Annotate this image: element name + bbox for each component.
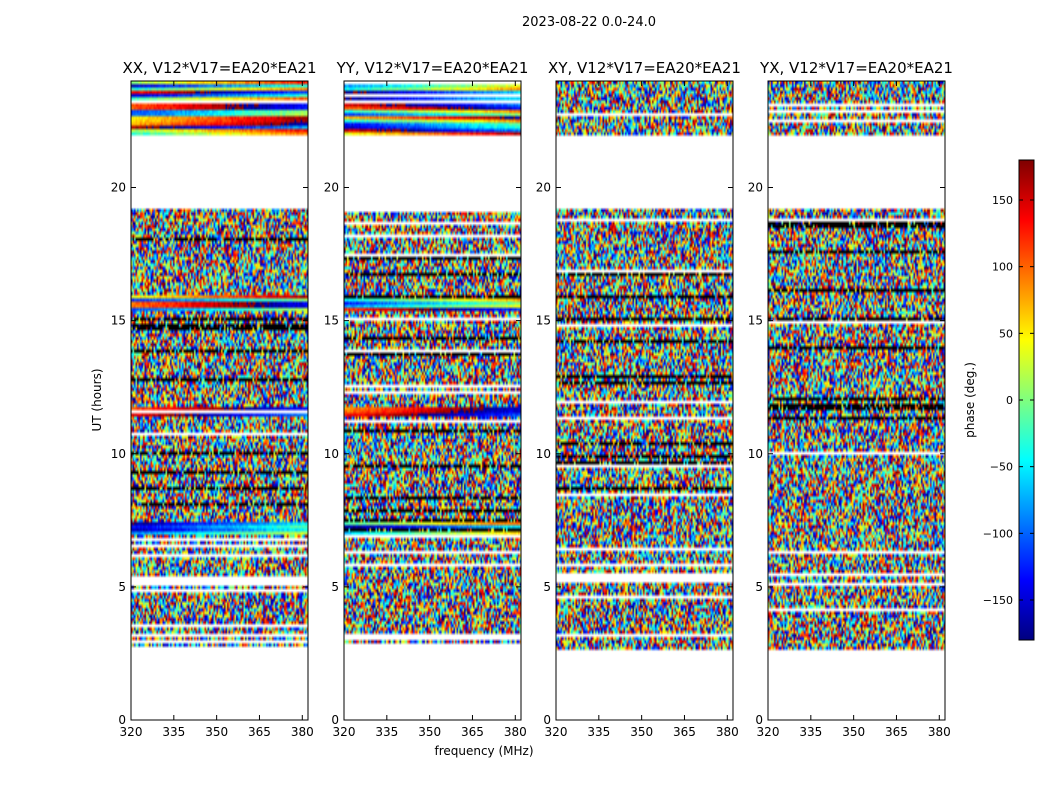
panel-title: YX, V12*V17=EA20*EA21 [759, 59, 953, 77]
y-tick-label: 20 [111, 181, 126, 195]
figure-suptitle: 2023-08-22 0.0-24.0 [522, 15, 656, 30]
colorbar-tick-label: −150 [983, 594, 1013, 607]
colorbar-tick-label: 0 [1006, 394, 1013, 407]
x-tick-label: 380 [928, 725, 951, 739]
panel-title: XX, V12*V17=EA20*EA21 [122, 59, 316, 77]
y-tick-label: 0 [755, 713, 763, 727]
panel-xx: XX, V12*V17=EA20*EA21 320 335 350 365 380 0 5 10… [111, 59, 317, 739]
phase-heatmap-yx [768, 81, 945, 720]
x-tick-label: 320 [757, 725, 780, 739]
y-tick-label: 5 [755, 580, 763, 594]
y-tick-label: 0 [331, 713, 339, 727]
y-tick-label: 0 [543, 713, 551, 727]
panel-yy: YY, V12*V17=EA20*EA21 320 335 350 365 380 0 5 10… [324, 59, 529, 739]
panel-frame [343, 80, 522, 721]
x-tick-label: 335 [587, 725, 610, 739]
colorbar-label: phase (deg.) [963, 362, 977, 438]
panel-frame [555, 80, 734, 721]
panel-title: YY, V12*V17=EA20*EA21 [336, 59, 529, 77]
y-tick-label: 0 [118, 713, 126, 727]
colorbar-tick-label: 50 [999, 327, 1013, 340]
y-tick-label: 10 [324, 447, 339, 461]
y-axis-label: UT (hours) [90, 368, 104, 431]
panel-xy: XY, V12*V17=EA20*EA21 320 335 350 365 380 0 5 10… [536, 59, 741, 739]
y-tick-label: 10 [111, 447, 126, 461]
x-tick-label: 365 [885, 725, 908, 739]
y-tick-label: 10 [536, 447, 551, 461]
x-tick-label: 380 [291, 725, 314, 739]
panel-frame [130, 80, 309, 721]
y-tick-label: 5 [118, 580, 126, 594]
y-tick-label: 20 [536, 181, 551, 195]
y-tick-label: 5 [331, 580, 339, 594]
x-axis-label: frequency (MHz) [434, 744, 533, 758]
x-tick-label: 380 [504, 725, 527, 739]
x-tick-label: 350 [630, 725, 653, 739]
colorbar-tick-label: −100 [983, 527, 1013, 540]
x-tick-label: 320 [545, 725, 568, 739]
colorbar: 150 100 50 0 −50 −100 −150 phase (deg.) [963, 159, 1035, 641]
y-tick-label: 15 [324, 314, 339, 328]
y-tick-label: 20 [324, 181, 339, 195]
panel-yx: YX, V12*V17=EA20*EA21 320 335 350 365 380 0 5 10… [748, 59, 953, 739]
panel-frame [767, 80, 946, 721]
y-tick-label: 15 [111, 314, 126, 328]
colorbar-tick-label: 100 [992, 261, 1013, 274]
colorbar-tick-label: 150 [992, 194, 1013, 207]
x-tick-label: 365 [673, 725, 696, 739]
x-tick-label: 335 [799, 725, 822, 739]
phase-heatmap-yy [344, 81, 521, 720]
y-tick-label: 15 [748, 314, 763, 328]
panels: XX, V12*V17=EA20*EA21 320 335 350 365 380 0 5 10… [111, 59, 953, 739]
x-tick-label: 320 [120, 725, 143, 739]
x-tick-label: 335 [162, 725, 185, 739]
y-tick-label: 10 [748, 447, 763, 461]
phase-heatmap-xy [556, 81, 733, 720]
x-tick-label: 350 [842, 725, 865, 739]
x-tick-label: 365 [461, 725, 484, 739]
panel-title: XY, V12*V17=EA20*EA21 [548, 59, 741, 77]
colorbar-ticks: 150 100 50 0 −50 −100 −150 [983, 194, 1034, 607]
x-tick-label: 335 [375, 725, 398, 739]
y-tick-label: 5 [543, 580, 551, 594]
x-tick-label: 350 [418, 725, 441, 739]
phase-heatmap-xx [131, 81, 308, 720]
x-tick-label: 350 [205, 725, 228, 739]
y-tick-label: 15 [536, 314, 551, 328]
x-tick-label: 365 [248, 725, 271, 739]
x-tick-label: 380 [716, 725, 739, 739]
x-tick-label: 320 [333, 725, 356, 739]
y-tick-label: 20 [748, 181, 763, 195]
colorbar-tick-label: −50 [990, 461, 1013, 474]
